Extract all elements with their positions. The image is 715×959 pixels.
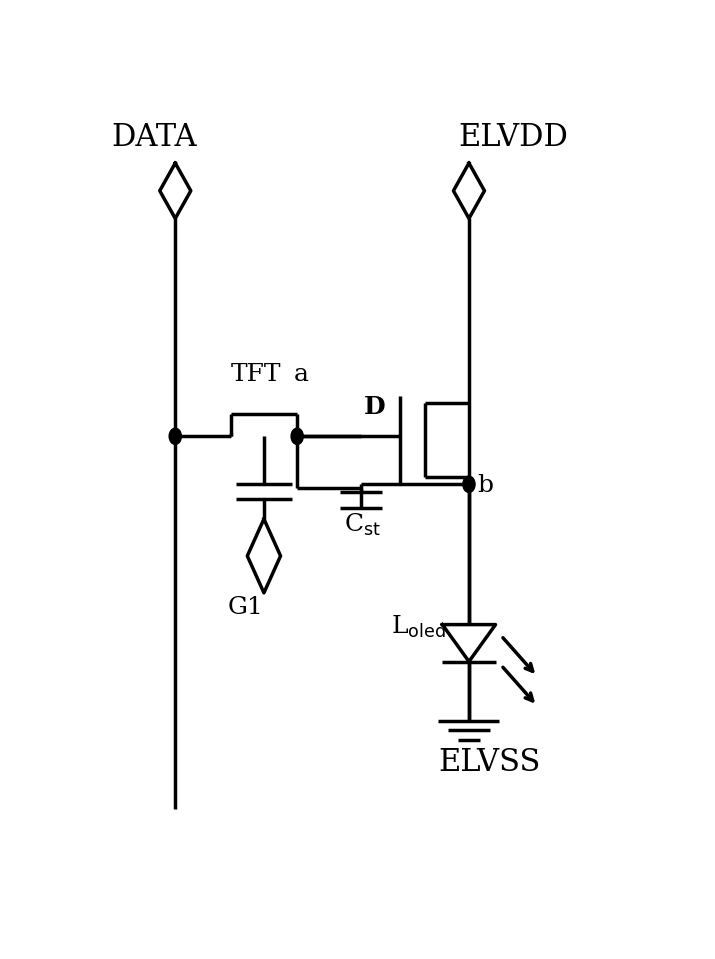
Text: G1: G1 bbox=[228, 596, 264, 619]
Text: b: b bbox=[478, 474, 493, 497]
Text: DATA: DATA bbox=[112, 122, 197, 153]
Text: TFT: TFT bbox=[231, 363, 281, 386]
Text: C$_{\mathrm{st}}$: C$_{\mathrm{st}}$ bbox=[345, 512, 381, 539]
Text: a: a bbox=[293, 363, 308, 386]
Text: D: D bbox=[364, 395, 385, 419]
Polygon shape bbox=[443, 624, 495, 662]
Circle shape bbox=[169, 428, 182, 444]
Text: ELVDD: ELVDD bbox=[458, 122, 568, 153]
Text: L$_{\mathrm{oled}}$: L$_{\mathrm{oled}}$ bbox=[391, 614, 446, 640]
Circle shape bbox=[291, 428, 303, 444]
Text: ELVSS: ELVSS bbox=[438, 747, 541, 778]
Circle shape bbox=[463, 477, 475, 492]
